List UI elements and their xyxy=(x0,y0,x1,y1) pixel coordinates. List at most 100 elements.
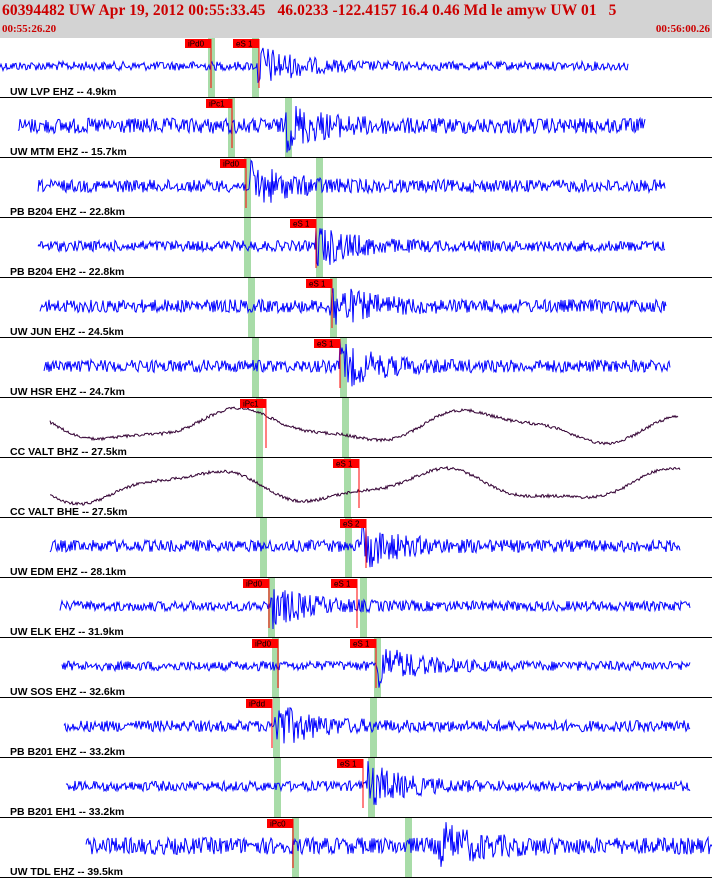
station-label: PB B204 EH2 -- 22.8km xyxy=(10,266,124,278)
pick-box xyxy=(220,159,246,168)
trace-row[interactable]: iPd0 PB B204 EHZ -- 22.8km xyxy=(0,158,712,218)
trace-row[interactable]: iPd0 eS 1 UW SOS EHZ -- 32.6km xyxy=(0,638,712,698)
pick-box xyxy=(240,399,266,408)
pick-box xyxy=(246,699,272,708)
p-phase-band xyxy=(244,158,251,218)
trace-row[interactable]: eS 1 PB B201 EH1 -- 33.2km xyxy=(0,758,712,818)
pick-label: eS 1 xyxy=(340,760,357,769)
waveform xyxy=(63,707,691,744)
pick-marker[interactable]: eS 1 xyxy=(233,39,260,88)
station-label: UW HSR EHZ -- 24.7km xyxy=(10,386,125,398)
pick-label: iPd0 xyxy=(223,160,240,169)
pick-label: iPdd xyxy=(249,700,265,709)
waveform xyxy=(0,47,629,84)
pick-box xyxy=(333,459,359,468)
station-label: UW TDL EHZ -- 39.5km xyxy=(10,866,123,878)
event-title: 60394482 UW Apr 19, 2012 00:55:33.45 46.… xyxy=(2,2,617,19)
waveform xyxy=(65,761,691,806)
pick-marker[interactable]: eS 1 xyxy=(350,639,377,688)
pick-box xyxy=(314,339,340,348)
pick-label: eS 1 xyxy=(236,40,253,49)
pick-marker[interactable]: iPd0 xyxy=(252,639,279,688)
pick-label: iPd0 xyxy=(246,580,263,589)
pick-box xyxy=(267,819,293,828)
pick-label: eS 1 xyxy=(334,580,351,589)
p-phase-band xyxy=(268,578,275,638)
pick-marker[interactable]: iPd0 xyxy=(220,159,247,208)
pick-marker[interactable]: eS 1 xyxy=(314,339,341,388)
pick-marker[interactable]: iPc0 xyxy=(267,819,294,868)
pick-box xyxy=(331,579,357,588)
trace-row[interactable]: eS 1 CC VALT BHE -- 27.5km xyxy=(0,458,712,518)
pick-label: iPc1 xyxy=(243,400,259,409)
waveform xyxy=(39,288,667,325)
seismogram-panel[interactable]: iPd0 eS 1 UW LVP EHZ -- 4.9km iPc1 UW MTM EH… xyxy=(0,38,712,878)
pick-marker[interactable]: eS 1 xyxy=(331,579,358,628)
p-phase-band xyxy=(244,218,251,278)
pick-marker[interactable]: eS 2 xyxy=(340,519,367,568)
trace-row[interactable]: iPc1 UW MTM EHZ -- 15.7km xyxy=(0,98,712,158)
pick-marker[interactable]: iPdd xyxy=(246,699,273,748)
p-phase-band xyxy=(256,458,263,518)
pick-label: eS 1 xyxy=(353,640,370,649)
time-start-label: 00:55:26.20 xyxy=(2,23,57,35)
header-bar: 60394482 UW Apr 19, 2012 00:55:33.45 46.… xyxy=(0,0,712,38)
pick-marker[interactable]: iPc1 xyxy=(240,399,267,448)
s-phase-band xyxy=(316,158,323,218)
pick-marker[interactable]: eS 1 xyxy=(337,759,364,808)
station-label: PB B204 EHZ -- 22.8km xyxy=(10,206,125,218)
pick-label: eS 1 xyxy=(309,280,326,289)
trace-row[interactable]: eS 1 PB B204 EH2 -- 22.8km xyxy=(0,218,712,278)
pick-label: iPd0 xyxy=(255,640,272,649)
trace-row[interactable]: iPd0 eS 1 UW LVP EHZ -- 4.9km xyxy=(0,38,712,98)
pick-marker[interactable]: eS 1 xyxy=(333,459,360,508)
trace-row[interactable]: iPc0 UW TDL EHZ -- 39.5km xyxy=(0,818,712,878)
pick-marker[interactable]: iPc1 xyxy=(206,99,233,148)
waveform xyxy=(85,822,712,867)
pick-label: eS 1 xyxy=(336,460,353,469)
s-phase-band xyxy=(374,638,381,698)
waveform xyxy=(43,339,671,387)
pick-label: eS 2 xyxy=(343,520,360,529)
trace-row[interactable]: eS 1 UW HSR EHZ -- 24.7km xyxy=(0,338,712,398)
station-label: CC VALT BHZ -- 27.5km xyxy=(10,446,127,458)
p-phase-band xyxy=(292,818,299,878)
time-end-label: 00:56:00.26 xyxy=(655,23,710,35)
station-label: UW LVP EHZ -- 4.9km xyxy=(10,86,116,98)
station-label: PB B201 EH1 -- 33.2km xyxy=(10,806,124,818)
p-phase-band xyxy=(274,758,281,818)
s-phase-band xyxy=(285,98,292,158)
pick-marker[interactable]: eS 1 xyxy=(290,219,317,268)
p-phase-band xyxy=(256,398,263,458)
pick-box xyxy=(306,279,332,288)
trace-row[interactable]: iPdd PB B201 EHZ -- 33.2km xyxy=(0,698,712,758)
trace-row[interactable]: eS 2 UW EDM EHZ -- 28.1km xyxy=(0,518,712,578)
waveform xyxy=(37,159,666,203)
pick-marker[interactable]: iPd0 xyxy=(243,579,270,628)
station-label: PB B201 EHZ -- 33.2km xyxy=(10,746,125,758)
waveform xyxy=(49,405,679,446)
trace-row[interactable]: iPc1 CC VALT BHZ -- 27.5km xyxy=(0,398,712,458)
s-phase-band xyxy=(340,338,347,398)
pick-box xyxy=(233,39,259,48)
pick-box xyxy=(337,759,363,768)
s-phase-band xyxy=(316,218,323,278)
pick-marker[interactable]: eS 1 xyxy=(306,279,333,328)
waveform xyxy=(59,589,691,630)
pick-box xyxy=(290,219,316,228)
station-label: UW EDM EHZ -- 28.1km xyxy=(10,566,126,578)
waveform xyxy=(49,522,681,568)
pick-label: iPc0 xyxy=(270,820,286,829)
waveform xyxy=(50,465,681,506)
trace-row[interactable]: eS 1 UW JUN EHZ -- 24.5km xyxy=(0,278,712,338)
trace-row[interactable]: iPd0 eS 1 UW ELK EHZ -- 31.9km xyxy=(0,578,712,638)
pick-label: iPd0 xyxy=(188,40,205,49)
s-phase-band xyxy=(344,458,351,518)
pick-marker[interactable]: iPd0 xyxy=(185,39,212,88)
pick-label: eS 1 xyxy=(317,340,334,349)
pick-label: eS 1 xyxy=(293,220,310,229)
pick-label: iPc1 xyxy=(209,100,225,109)
station-label: CC VALT BHE -- 27.5km xyxy=(10,506,127,518)
pick-box xyxy=(252,639,278,648)
station-label: UW SOS EHZ -- 32.6km xyxy=(10,686,125,698)
